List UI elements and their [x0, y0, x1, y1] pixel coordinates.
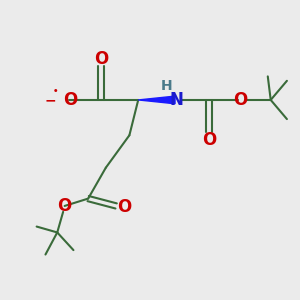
Text: H: H — [161, 79, 172, 93]
Text: O: O — [202, 131, 216, 149]
Text: N: N — [169, 91, 183, 109]
Text: O: O — [63, 91, 78, 109]
Text: O: O — [117, 198, 131, 216]
Polygon shape — [138, 96, 175, 104]
Text: •: • — [53, 87, 58, 96]
Text: −: − — [44, 93, 56, 107]
Text: O: O — [233, 91, 247, 109]
Text: O: O — [58, 197, 72, 215]
Text: O: O — [94, 50, 109, 68]
